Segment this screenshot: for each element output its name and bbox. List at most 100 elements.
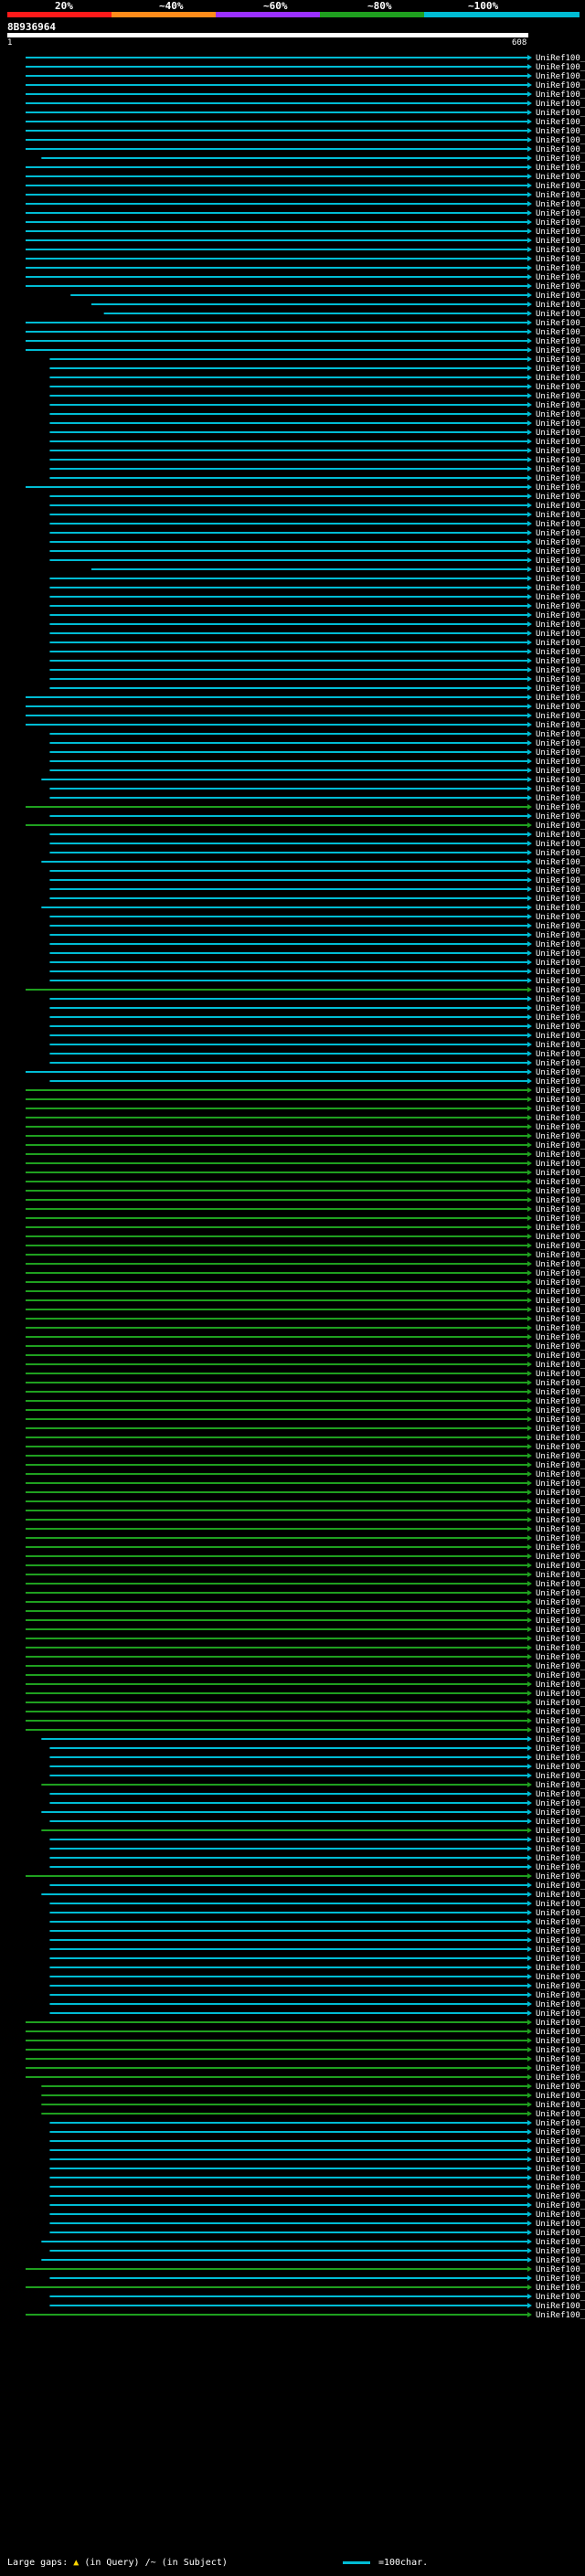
hit-label[interactable]: UniRef100_UPI000… bbox=[536, 1214, 585, 1224]
hit-label[interactable]: UniRef100_C0EEG4 bbox=[536, 1242, 585, 1251]
hit-label[interactable]: UniRef100_B1I157 bbox=[536, 675, 585, 684]
hit-label[interactable]: UniRef100_A2QSS0 bbox=[536, 758, 585, 767]
hit-label[interactable]: UniRef100_A9NPX3 bbox=[536, 392, 585, 401]
hit-label[interactable]: UniRef100_A1ZSZ4 bbox=[536, 1443, 585, 1452]
hit-label[interactable]: UniRef100_B5GBP2 bbox=[536, 1187, 585, 1196]
hit-label[interactable]: UniRef100_C7NB51 bbox=[536, 2119, 585, 2128]
hit-label[interactable]: UniRef100_C3BPI2 bbox=[536, 831, 585, 840]
hit-label[interactable]: UniRef100_C0UU77 bbox=[536, 1425, 585, 1434]
hit-label[interactable]: UniRef100_P82134 bbox=[536, 1406, 585, 1415]
hit-label[interactable]: UniRef100_A5D6D1 bbox=[536, 739, 585, 748]
hit-label[interactable]: UniRef100_A9T1Q8 bbox=[536, 264, 585, 273]
hit-label[interactable]: UniRef100_A4U891 bbox=[536, 502, 585, 511]
hit-label[interactable]: UniRef100_C7RSF0 bbox=[536, 1233, 585, 1242]
hit-label[interactable]: UniRef100_C2Z1N8 bbox=[536, 1927, 585, 1936]
hit-label[interactable]: UniRef100_C3HLB3 bbox=[536, 1763, 585, 1772]
hit-label[interactable]: UniRef100_B5WQ04 bbox=[536, 1150, 585, 1160]
hit-label[interactable]: UniRef100_B4WPD2 bbox=[536, 1982, 585, 1991]
hit-label[interactable]: UniRef100_B7LS29 bbox=[536, 2192, 585, 2201]
hit-label[interactable]: UniRef100_B7JJC6 bbox=[536, 1607, 585, 1617]
hit-label[interactable]: UniRef100_UPI000… bbox=[536, 1690, 585, 1699]
hit-label[interactable]: UniRef100_UPI000… bbox=[536, 118, 585, 127]
hit-label[interactable]: UniRef100_C3XEZ3 bbox=[536, 447, 585, 456]
hit-label[interactable]: UniRef100_B7IE27 bbox=[536, 876, 585, 885]
hit-label[interactable]: UniRef100_C4BW07 bbox=[536, 1772, 585, 1781]
hit-label[interactable]: UniRef100_A2AXH5 bbox=[536, 620, 585, 630]
hit-label[interactable]: UniRef100_C6BRZ5 bbox=[536, 1004, 585, 1013]
hit-label[interactable]: UniRef100_Q6CHU5 bbox=[536, 1479, 585, 1489]
hit-label[interactable]: UniRef100_Q7U9P6 bbox=[536, 2019, 585, 2028]
hit-label[interactable]: UniRef100_B9I096 bbox=[536, 136, 585, 145]
hit-label[interactable]: UniRef100_B9HCW7 bbox=[536, 72, 585, 81]
hit-label[interactable]: UniRef100_B3J2D5 bbox=[536, 1032, 585, 1041]
hit-label[interactable]: UniRef100_Q141U8 bbox=[536, 1553, 585, 1562]
hit-label[interactable]: UniRef100_Q9L286 bbox=[536, 1123, 585, 1132]
hit-label[interactable]: UniRef100_B9Q6G8 bbox=[536, 593, 585, 602]
hit-label[interactable]: UniRef100_P60800 bbox=[536, 1306, 585, 1315]
hit-label[interactable]: UniRef100_A4GEC3 bbox=[536, 1352, 585, 1361]
hit-label[interactable]: UniRef100_C2PBQ3 bbox=[536, 1635, 585, 1644]
hit-label[interactable]: UniRef100_Q2B6X0 bbox=[536, 1818, 585, 1827]
hit-label[interactable]: UniRef100_B6HQD1 bbox=[536, 666, 585, 675]
hit-label[interactable]: UniRef100_A7P7B7 bbox=[536, 922, 585, 931]
hit-label[interactable]: UniRef100_A6R037 bbox=[536, 986, 585, 995]
hit-label[interactable]: UniRef100_B9SGN9 bbox=[536, 374, 585, 383]
hit-label[interactable]: UniRef100_B6GFZ9 bbox=[536, 1050, 585, 1059]
hit-label[interactable]: UniRef100_UPI000… bbox=[536, 1132, 585, 1141]
hit-label[interactable]: UniRef100_C3HBW6 bbox=[536, 1617, 585, 1626]
hit-label[interactable]: UniRef100_Q53NN9 bbox=[536, 292, 585, 301]
hit-label[interactable]: UniRef100_A7SXL5 bbox=[536, 1991, 585, 2000]
hit-label[interactable]: UniRef100_C4ZC27 bbox=[536, 1141, 585, 1150]
hit-label[interactable]: UniRef100_B0TAB4 bbox=[536, 995, 585, 1004]
hit-label[interactable]: UniRef100_A1TZL3 bbox=[536, 2083, 585, 2092]
hit-label[interactable]: UniRef100_A7I471 bbox=[536, 1059, 585, 1068]
hit-label[interactable]: UniRef100_B7N6N6 bbox=[536, 913, 585, 922]
hit-label[interactable]: UniRef100_C5RRB2 bbox=[536, 940, 585, 949]
hit-label[interactable]: UniRef100_C3NBP9 bbox=[536, 694, 585, 703]
hit-label[interactable]: UniRef100_C6XT50 bbox=[536, 1781, 585, 1790]
hit-label[interactable]: UniRef100_A7JGV5 bbox=[536, 1671, 585, 1680]
hit-label[interactable]: UniRef100_A7Y475 bbox=[536, 639, 585, 648]
hit-label[interactable]: UniRef100_C1I7W5 bbox=[536, 1096, 585, 1105]
hit-label[interactable]: UniRef100_B0A227 bbox=[536, 584, 585, 593]
hit-label[interactable]: UniRef100_Q5HMM5 bbox=[536, 2092, 585, 2101]
hit-label[interactable]: UniRef100_Q45FF0 bbox=[536, 100, 585, 109]
hit-label[interactable]: UniRef100_B4FQA2 bbox=[536, 218, 585, 228]
hit-label[interactable]: UniRef100_A7GJS8 bbox=[536, 1324, 585, 1333]
hit-label[interactable]: UniRef100_Q5XX0I bbox=[536, 703, 585, 712]
hit-label[interactable]: UniRef100_B6YQU4 bbox=[536, 1891, 585, 1900]
hit-label[interactable]: UniRef100_B5CQZ7 bbox=[536, 2220, 585, 2229]
hit-label[interactable]: UniRef100_C1U7T1 bbox=[536, 2147, 585, 2156]
hit-label[interactable]: UniRef100_Q28RU0 bbox=[536, 465, 585, 474]
hit-label[interactable]: UniRef100_A9FHD5 bbox=[536, 1754, 585, 1763]
hit-label[interactable]: UniRef100_Q4V4Y2 bbox=[536, 1507, 585, 1516]
hit-label[interactable]: UniRef100_UPI000… bbox=[536, 1333, 585, 1342]
hit-label[interactable]: UniRef100_A0FYC5 bbox=[536, 1470, 585, 1479]
hit-label[interactable]: UniRef100_A7JL07 bbox=[536, 1525, 585, 1534]
hit-label[interactable]: UniRef100_Q9FTZ5 bbox=[536, 90, 585, 100]
hit-label[interactable]: UniRef100_C1EZ35 bbox=[536, 2073, 585, 2083]
hit-label[interactable]: UniRef100_C4L3H8 bbox=[536, 2229, 585, 2238]
hit-label[interactable]: UniRef100_C1E1B9 bbox=[536, 319, 585, 328]
hit-label[interactable]: UniRef100_B6SGG3 bbox=[536, 401, 585, 410]
hit-label[interactable]: UniRef100_Q42DE8 bbox=[536, 1388, 585, 1397]
hit-label[interactable]: UniRef100_A5I9N6 bbox=[536, 2256, 585, 2265]
hit-label[interactable]: UniRef100_C2YQ09 bbox=[536, 1863, 585, 1872]
hit-label[interactable]: UniRef100_C0SCV3 bbox=[536, 1260, 585, 1269]
hit-label[interactable]: UniRef100_C7MA60 bbox=[536, 566, 585, 575]
hit-label[interactable]: UniRef100_A4JZS4 bbox=[536, 529, 585, 538]
hit-label[interactable]: UniRef100_Q47N37 bbox=[536, 1041, 585, 1050]
hit-label[interactable]: UniRef100_A1DF23 bbox=[536, 767, 585, 776]
hit-label[interactable]: UniRef100_UPI000… bbox=[536, 1342, 585, 1352]
hit-label[interactable]: UniRef100_C2BJW7 bbox=[536, 2293, 585, 2302]
hit-label[interactable]: UniRef100_B5WW87 bbox=[536, 1370, 585, 1379]
hit-label[interactable]: UniRef100_B2BGY9 bbox=[536, 182, 585, 191]
hit-label[interactable]: UniRef100_UPI000… bbox=[536, 1644, 585, 1653]
hit-label[interactable]: UniRef100_C6PC70 bbox=[536, 1169, 585, 1178]
hit-label[interactable]: UniRef100_C6Q9G9 bbox=[536, 1936, 585, 1945]
hit-label[interactable]: UniRef100_Q8L940 bbox=[536, 109, 585, 118]
hit-label[interactable]: UniRef100_B9DKX7 bbox=[536, 2101, 585, 2110]
hit-label[interactable]: UniRef100_A3BFP4 bbox=[536, 164, 585, 173]
hit-label[interactable]: UniRef100_C6P5K2 bbox=[536, 2201, 585, 2210]
hit-label[interactable]: UniRef100_C3WFF0 bbox=[536, 2128, 585, 2137]
